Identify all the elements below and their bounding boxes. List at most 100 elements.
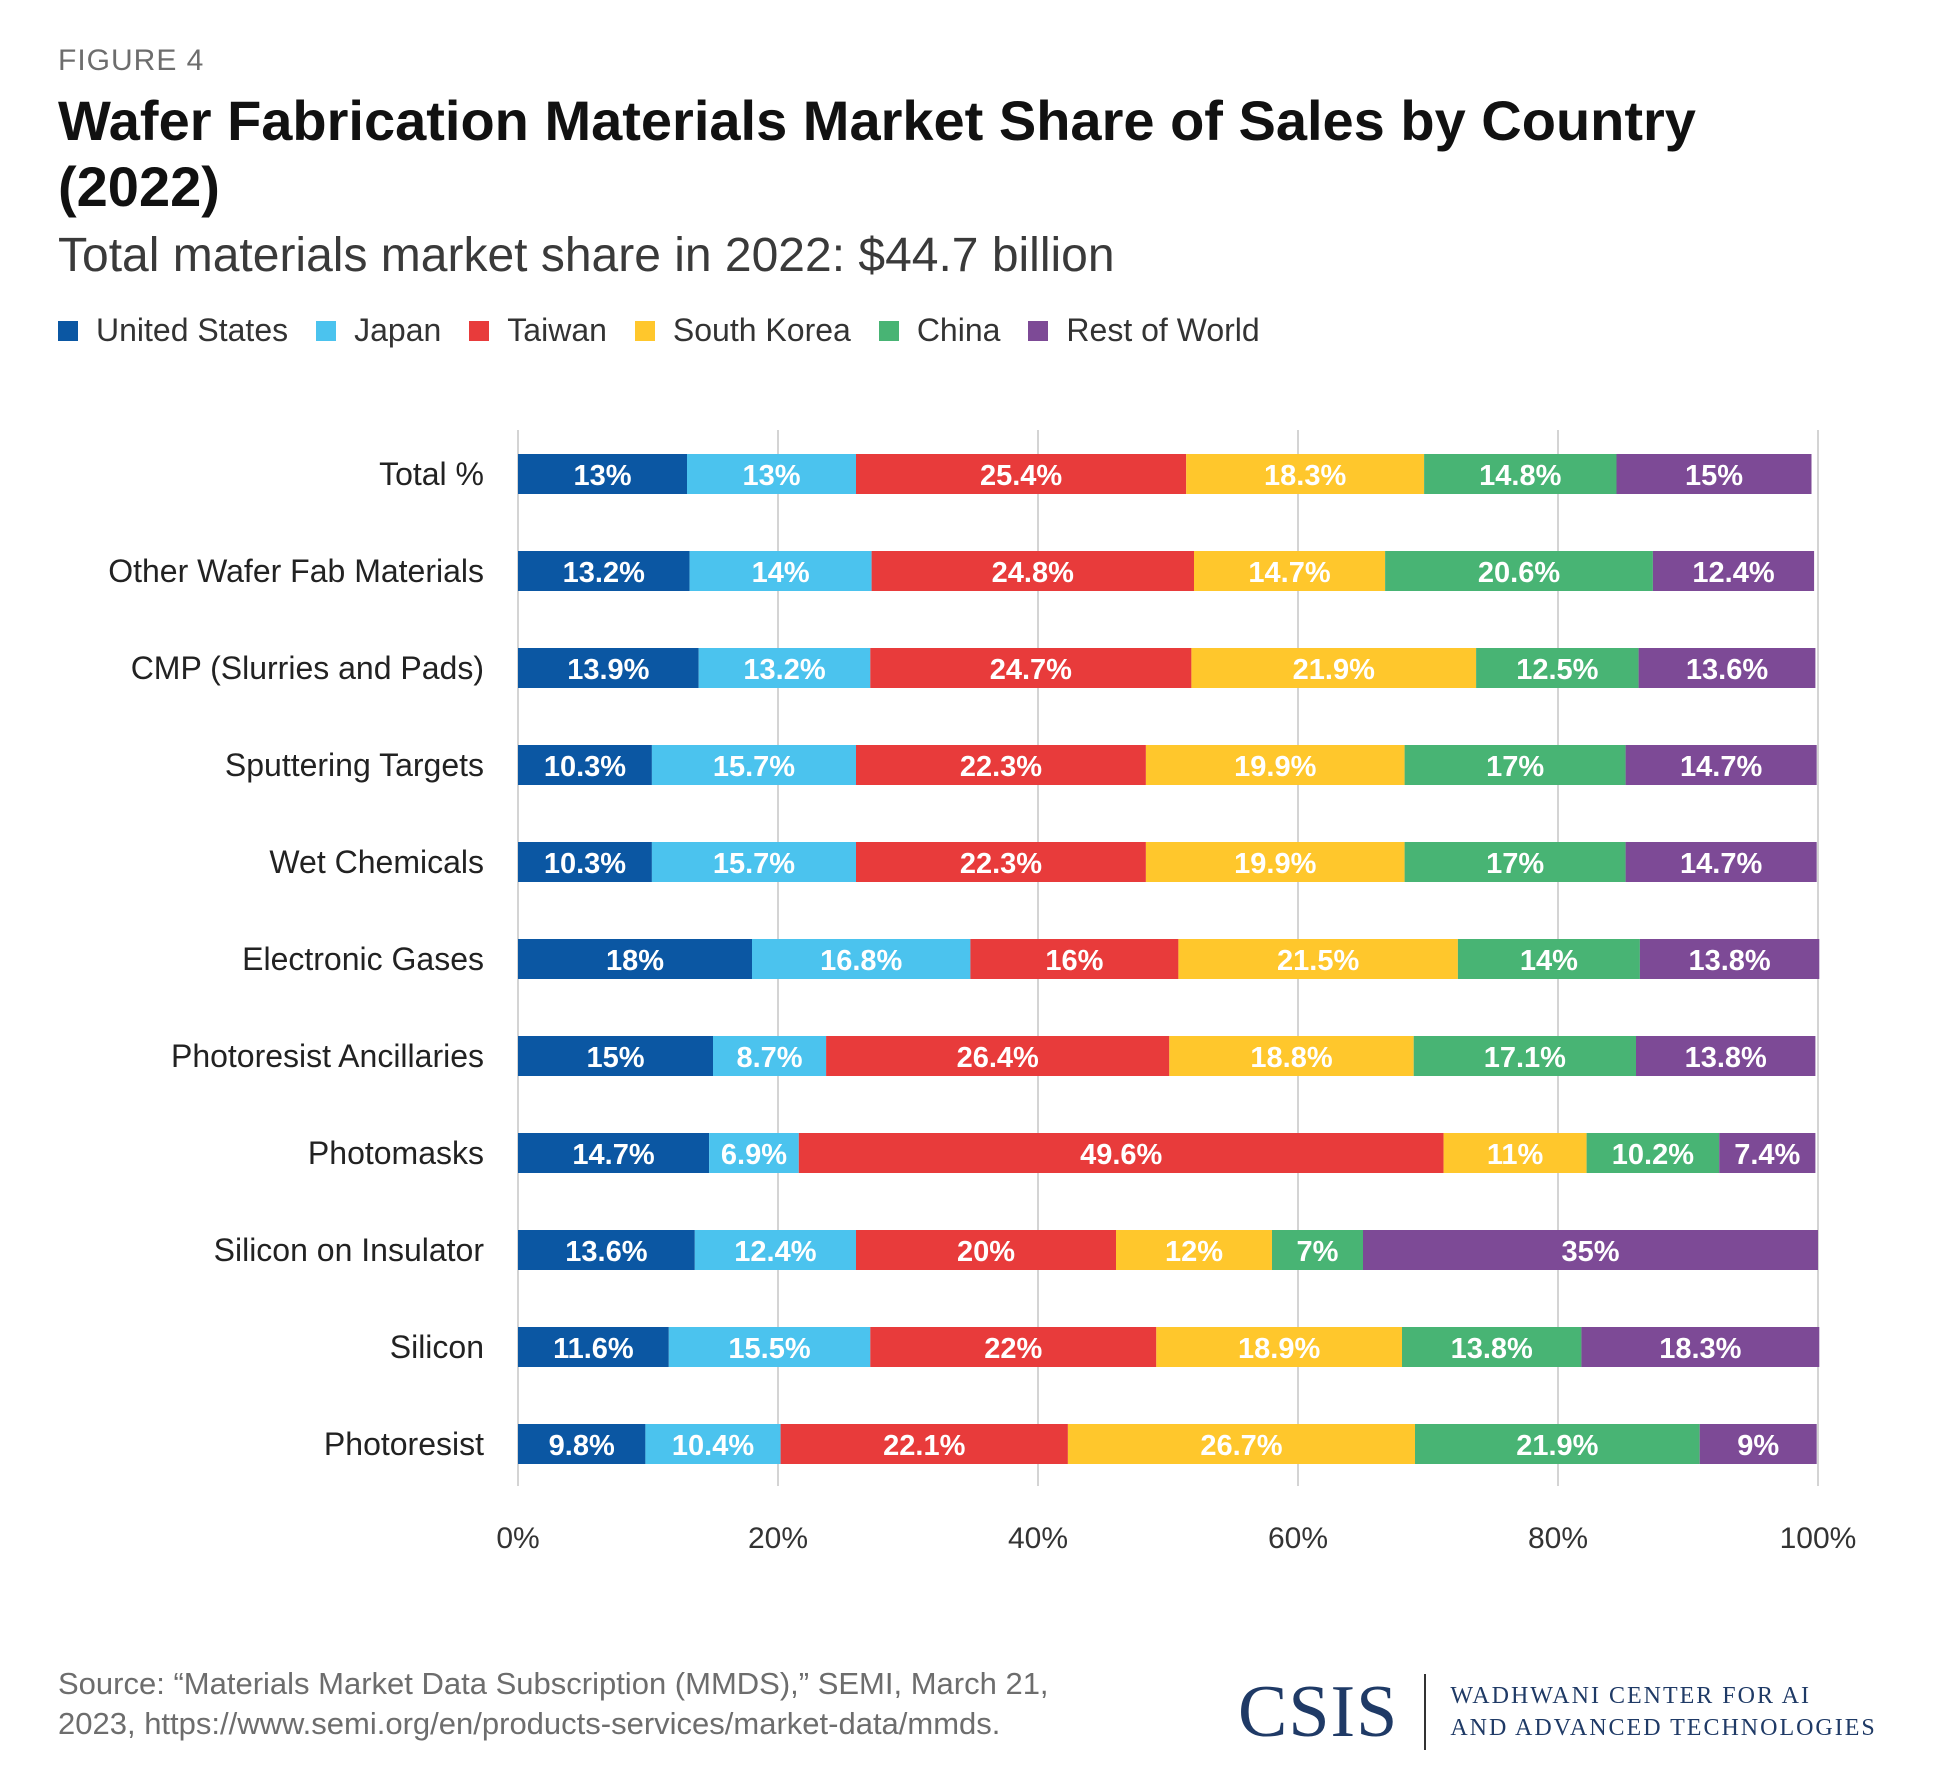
data-label: 12.4% (734, 1236, 816, 1268)
data-label: 13.9% (567, 654, 649, 686)
legend-swatch (58, 320, 78, 341)
data-label: 18.8% (1250, 1042, 1332, 1074)
category-label: Photoresist Ancillaries (171, 1038, 484, 1074)
data-label: 11% (1487, 1139, 1544, 1171)
bar-segment (752, 939, 971, 979)
bar-segment (1156, 1327, 1402, 1367)
bar-segment (1145, 842, 1405, 882)
bar-segment (1457, 939, 1640, 979)
legend-label: South Korea (672, 312, 851, 348)
bar-segment (870, 1327, 1157, 1367)
bar-segment (856, 842, 1146, 882)
legend-label: China (916, 312, 1001, 348)
bar-segment (687, 454, 856, 494)
data-label: 13.2% (743, 654, 825, 686)
bar-segment (1699, 1424, 1817, 1464)
legend-label: United States (96, 312, 289, 348)
data-label: 12.4% (1692, 557, 1774, 589)
data-label: 21.9% (1516, 1430, 1598, 1462)
category-label: Total % (379, 456, 484, 492)
chart-subtitle: Total materials market share in 2022: $4… (58, 229, 1115, 282)
bar-segment (856, 1230, 1116, 1270)
legend-item-taiwan: Taiwan (469, 312, 607, 349)
data-label: 18.3% (1659, 1333, 1741, 1365)
data-label: 35% (1561, 1236, 1619, 1268)
figure-number: FIGURE 4 (58, 44, 205, 77)
legend-swatch (316, 320, 337, 341)
bar-segment (780, 1424, 1068, 1464)
x-tick-label: 40% (1008, 1522, 1068, 1555)
data-label: 12.5% (1516, 654, 1598, 686)
category-label: Electronic Gases (242, 941, 484, 977)
bar-segment (1424, 454, 1617, 494)
data-label: 15.5% (728, 1333, 810, 1365)
legend-item-japan: Japan (316, 312, 441, 349)
csis-logo: CSIS WADHWANI CENTER FOR AI AND ADVANCED… (1238, 1664, 1877, 1760)
x-tick-label: 20% (748, 1522, 808, 1555)
data-label: 13.6% (1686, 654, 1768, 686)
category-label: Silicon on Insulator (214, 1232, 485, 1268)
bar-segment (1616, 454, 1812, 494)
data-label: 25.4% (980, 460, 1062, 492)
data-label: 9% (1737, 1430, 1779, 1462)
legend-item-rest-of-world: Rest of World (1028, 312, 1260, 349)
bar-segment (1178, 939, 1458, 979)
data-label: 13% (742, 460, 800, 492)
data-label: 18.9% (1238, 1333, 1320, 1365)
bar-segment (651, 745, 856, 785)
data-label: 15% (1685, 460, 1743, 492)
legend-swatch (878, 320, 899, 341)
data-label: 7% (1297, 1236, 1339, 1268)
x-tick-label: 80% (1528, 1522, 1588, 1555)
data-label: 15% (586, 1042, 644, 1074)
bar-segment (856, 454, 1187, 494)
data-label: 13.8% (1685, 1042, 1767, 1074)
data-label: 7.4% (1734, 1139, 1800, 1171)
bar-segment (1639, 939, 1820, 979)
bar-segment (1363, 1230, 1818, 1270)
stacked-bar-chart: 0% 20% 40% 60% 80% 100% Total % 13% 13% 25.4% 18.3… (108, 430, 1857, 1555)
bar-segment (1067, 1424, 1415, 1464)
category-label: Other Wafer Fab Materials (108, 553, 484, 589)
data-label: 9.8% (549, 1430, 615, 1462)
bar-segment (1404, 842, 1626, 882)
bar-segment (689, 551, 872, 591)
legend-swatch (1028, 320, 1049, 341)
legend-item-united-states: United States (58, 312, 288, 349)
x-tick-label: 100% (1780, 1522, 1857, 1555)
data-label: 18% (606, 945, 664, 977)
data-label: 17% (1486, 751, 1544, 783)
legend-label: Japan (354, 312, 442, 348)
bar-segment (713, 1036, 827, 1076)
data-label: 21.9% (1293, 654, 1375, 686)
legend-swatch (634, 320, 655, 341)
data-label: 12% (1165, 1236, 1223, 1268)
legend-label: Taiwan (507, 312, 607, 348)
bar-segment (518, 939, 752, 979)
data-label: 24.7% (990, 654, 1072, 686)
bar-segment (518, 454, 687, 494)
data-label: 8.7% (736, 1042, 802, 1074)
data-label: 15.7% (713, 751, 795, 783)
bar-segment (694, 1230, 856, 1270)
bar-segment (651, 842, 856, 882)
logo-line-2: AND ADVANCED TECHNOLOGIES (1450, 1715, 1877, 1741)
bar-segment (518, 1327, 669, 1367)
data-label: 13.8% (1451, 1333, 1533, 1365)
bar-segment (668, 1327, 871, 1367)
category-label: Photomasks (308, 1135, 484, 1171)
category-label: Photoresist (324, 1426, 484, 1462)
data-label: 13% (573, 460, 631, 492)
logo-center-name: WADHWANI CENTER FOR AI AND ADVANCED TECH… (1450, 1680, 1876, 1744)
bar-segment (1586, 1133, 1720, 1173)
data-label: 11.6% (553, 1333, 634, 1365)
data-label: 19.9% (1234, 848, 1316, 880)
bar-segment (709, 1133, 799, 1173)
bar-segment (1272, 1230, 1363, 1270)
data-label: 17% (1486, 848, 1544, 880)
x-tick-label: 0% (496, 1522, 539, 1555)
bar-segment (518, 1133, 710, 1173)
legend: United States Japan Taiwan South Korea C… (58, 312, 1288, 349)
data-label: 14.8% (1479, 460, 1561, 492)
category-label: Silicon (390, 1329, 484, 1365)
